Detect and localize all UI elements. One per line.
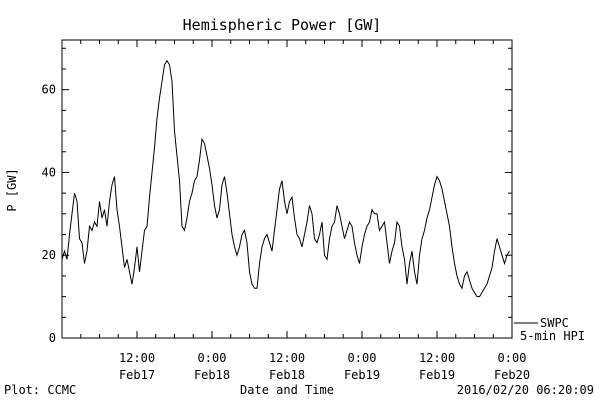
x-tick-label-date: Feb19 <box>344 368 380 382</box>
chart-title: Hemispheric Power [GW] <box>183 16 382 34</box>
footer-plot-credit: Plot: CCMC <box>4 383 76 397</box>
x-axis-label: Date and Time <box>240 383 334 397</box>
legend-label-swpc: SWPC <box>540 316 569 330</box>
x-tick-label-date: Feb18 <box>194 368 230 382</box>
x-tick-label-date: Feb19 <box>419 368 455 382</box>
x-tick-label-date: Feb17 <box>119 368 155 382</box>
footer-timestamp: 2016/02/20 06:20:09 <box>457 383 594 397</box>
y-tick-label: 40 <box>42 165 56 179</box>
x-axis-ticks: 12:00 Feb17 0:00 Feb18 12:00 Feb18 0:00 Feb19 12… <box>80 40 530 382</box>
y-tick-label: 20 <box>42 248 56 262</box>
legend: SWPC 5-min HPI <box>514 316 585 343</box>
x-tick-label-time: 0:00 <box>498 351 527 365</box>
y-tick-label: 60 <box>42 83 56 97</box>
x-tick-label-time: 12:00 <box>419 351 455 365</box>
x-tick-label-time: 12:00 <box>269 351 305 365</box>
x-tick-label-time: 0:00 <box>348 351 377 365</box>
x-tick-label-time: 12:00 <box>119 351 155 365</box>
x-tick-label-time: 0:00 <box>198 351 227 365</box>
legend-label-5min-hpi: 5-min HPI <box>520 329 585 343</box>
plot-frame <box>61 39 513 339</box>
series-line-swpc <box>61 59 510 298</box>
y-tick-label: 0 <box>49 331 56 345</box>
x-tick-label-date: Feb20 <box>494 368 530 382</box>
y-axis-ticks: 0 20 40 60 <box>42 47 512 345</box>
y-axis-label: P [GW] <box>5 168 19 211</box>
x-tick-label-date: Feb18 <box>269 368 305 382</box>
